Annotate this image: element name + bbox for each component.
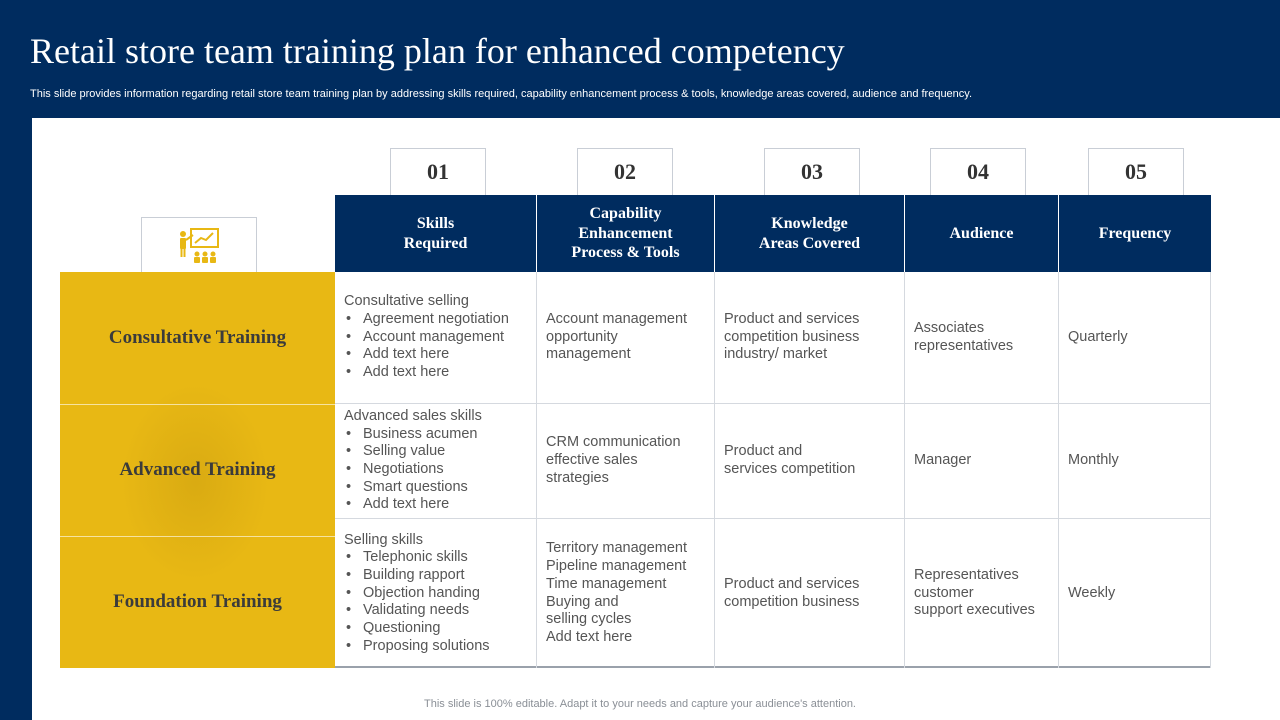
- cell-tools-foundation: Territory management Pipeline management T…: [537, 519, 715, 668]
- training-plan-table: Consultative selling Agreement negotiati…: [335, 272, 1211, 668]
- list-item: Account management: [344, 329, 509, 347]
- row-label-advanced: Advanced Training: [119, 459, 276, 480]
- text-line: CRM communication: [546, 434, 681, 451]
- cell-skills-consultative: Consultative selling Agreement negotiati…: [335, 272, 537, 404]
- cell-frequency-advanced: Monthly: [1059, 404, 1211, 519]
- text-line: effective sales: [546, 452, 638, 469]
- text-line: Capability: [589, 205, 662, 223]
- training-types-column: [60, 272, 335, 668]
- text-line: Pipeline management: [546, 558, 687, 575]
- list-item: Smart questions: [344, 479, 482, 497]
- text-line: Knowledge: [771, 214, 848, 232]
- list-item: Validating needs: [344, 602, 490, 620]
- step-number-1: 01: [390, 148, 486, 195]
- cell-frequency-foundation: Weekly: [1059, 519, 1211, 668]
- cell-audience-advanced: Manager: [905, 404, 1059, 519]
- header-capability-enhancement: Capability Enhancement Process & Tools: [537, 195, 715, 272]
- text-line: industry/ market: [724, 346, 828, 363]
- text-line: representatives: [914, 337, 1014, 354]
- text-line: Frequency: [1098, 224, 1172, 242]
- cell-knowledge-consultative: Product and services competition business…: [715, 272, 905, 404]
- list-item: Add text here: [344, 364, 509, 382]
- list-item: Add text here: [344, 496, 482, 514]
- row-label-foundation: Foundation Training: [113, 591, 282, 612]
- header-audience: Audience: [905, 195, 1059, 272]
- text-line: Process & Tools: [571, 244, 680, 262]
- header-skills-required: Skills Required: [335, 195, 537, 272]
- slide-title: Retail store team training plan for enha…: [30, 31, 845, 71]
- text-line: competition business: [724, 328, 860, 345]
- cell-skills-foundation: Selling skills Telephonic skillsBuilding…: [335, 519, 537, 668]
- cell-tools-advanced: CRM communication effective sales strategi…: [537, 404, 715, 519]
- text-line: Representatives: [914, 566, 1019, 583]
- cell-tools-consultative: Account management opportunity management: [537, 272, 715, 404]
- text-line: Product and services: [724, 575, 860, 592]
- cell-knowledge-foundation: Product and services competition business: [715, 519, 905, 668]
- slide-subtitle: This slide provides information regardin…: [30, 88, 973, 100]
- list-item: Proposing solutions: [344, 638, 490, 656]
- text-line: Account management: [546, 310, 688, 327]
- text-line: strategies: [546, 469, 609, 486]
- text-line: Add text here: [546, 628, 633, 645]
- list-item: Add text here: [344, 346, 509, 364]
- text-line: Enhancement: [578, 224, 673, 242]
- text-line: support executives: [914, 602, 1035, 619]
- text-line: Time management: [546, 575, 667, 592]
- step-number-5: 05: [1088, 148, 1184, 195]
- text-line: Territory management: [546, 540, 688, 557]
- text-line: Audience: [949, 224, 1014, 242]
- header-knowledge-areas: Knowledge Areas Covered: [715, 195, 905, 272]
- text-line: Required: [403, 234, 468, 252]
- cell-audience-foundation: Representatives customer support executive…: [905, 519, 1059, 668]
- text-line: management: [546, 346, 631, 363]
- text-line: Buying and: [546, 593, 619, 610]
- list-item: Selling value: [344, 443, 482, 461]
- list-item: Building rapport: [344, 567, 490, 585]
- step-number-3: 03: [764, 148, 860, 195]
- presentation-training-icon: [180, 227, 219, 263]
- text-line: Associates: [914, 319, 985, 336]
- text-line: Manager: [914, 452, 972, 469]
- footer-note: This slide is 100% editable. Adapt it to…: [424, 698, 856, 710]
- list-item: Negotiations: [344, 461, 482, 479]
- cell-skills-advanced: Advanced sales skills Business acumenSel…: [335, 404, 537, 519]
- step-number-4: 04: [930, 148, 1026, 195]
- text-line: Product and services: [724, 310, 860, 327]
- text-line: Areas Covered: [758, 234, 861, 252]
- step-number-2: 02: [577, 148, 673, 195]
- cell-knowledge-advanced: Product and services competition: [715, 404, 905, 519]
- text-line: selling cycles: [546, 611, 632, 628]
- icon-frame: [141, 217, 257, 273]
- row-label-consultative: Consultative Training: [108, 327, 287, 348]
- cell-frequency-consultative: Quarterly: [1059, 272, 1211, 404]
- text-line: Product and: [724, 443, 803, 460]
- text-line: competition business: [724, 593, 860, 610]
- cell-audience-consultative: Associates representatives: [905, 272, 1059, 404]
- text-line: services competition: [724, 461, 856, 477]
- text-line: customer: [914, 584, 974, 601]
- list-item: Telephonic skills: [344, 549, 490, 567]
- list-item: Questioning: [344, 620, 490, 638]
- header-frequency: Frequency: [1059, 195, 1211, 272]
- text-line: Skills: [416, 214, 455, 232]
- list-item: Business acumen: [344, 426, 482, 444]
- list-item: Objection handing: [344, 585, 490, 603]
- list-item: Agreement negotiation: [344, 311, 509, 329]
- text-line: opportunity: [546, 328, 618, 345]
